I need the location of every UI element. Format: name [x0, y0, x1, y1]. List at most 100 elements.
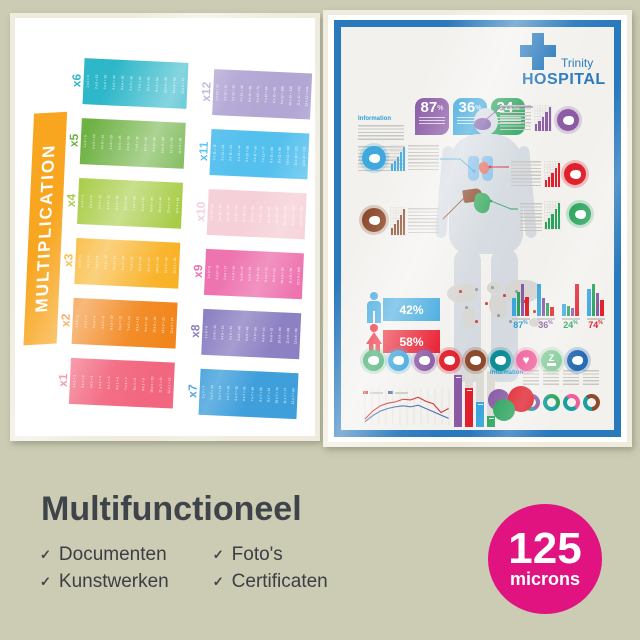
equation: 2 x 7 = 14 — [209, 385, 214, 400]
equation: 11 x 6 = 66 — [172, 77, 177, 94]
medical-cross-icon — [520, 33, 556, 70]
feature-item: ✓ Kunstwerken — [40, 568, 169, 595]
stat-bar-group-label: 74% — [588, 320, 603, 330]
equation: 5 x 7 = 35 — [233, 386, 239, 401]
equation: 10 x 2 = 20 — [152, 316, 157, 333]
equation: 6 x 1 = 6 — [115, 376, 120, 390]
equation: 11 x 7 = 77 — [282, 387, 288, 404]
equation: 6 x 5 = 30 — [126, 136, 131, 151]
tooth-icon — [487, 346, 514, 374]
equation: 10 x 7 = 70 — [274, 387, 280, 404]
equation: 8 x 4 = 32 — [140, 196, 145, 212]
equation: 1 x 1 = 1 — [71, 374, 77, 388]
line-chart-legend — [363, 381, 408, 399]
equation: 5 x 8 = 40 — [236, 326, 241, 341]
equation: 1 x 7 = 7 — [201, 385, 206, 399]
equation: 12 x 2 = 24 — [169, 317, 175, 334]
equation: 7 x 4 = 28 — [132, 196, 137, 211]
equation: 12 x 4 = 48 — [175, 197, 180, 214]
column-chart-bar — [476, 371, 484, 427]
equation: 9 x 12 = 108 — [280, 86, 285, 105]
equation: 9 x 3 = 27 — [146, 257, 151, 272]
equation: 12 x 1 = 12 — [167, 377, 172, 394]
equation: 11 x 11 = 121 — [293, 146, 299, 166]
mult-table-x10: x10 1 x 10 = 10 2 x 10 = 20 3 x 10 = 30 4 x … — [193, 188, 307, 240]
equation: 2 x 5 = 10 — [91, 134, 96, 149]
equation: 10 x 3 = 30 — [155, 256, 160, 273]
equation: 7 x 7 = 49 — [250, 386, 255, 402]
map-dot — [491, 286, 494, 289]
equation: 11 x 5 = 55 — [169, 137, 174, 154]
stat-bar-group: 36% — [535, 282, 556, 330]
equation: 9 x 10 = 90 — [274, 206, 280, 224]
map-dot — [485, 302, 488, 305]
sleep-icon: Z — [538, 346, 565, 374]
equation: 7 x 11 = 77 — [261, 146, 266, 163]
product-headline: Multifunctioneel — [41, 490, 302, 528]
equation: 9 x 6 = 54 — [154, 77, 160, 92]
equation: 7 x 9 = 63 — [255, 267, 260, 282]
mult-table-grid: 1 x 11 = 11 2 x 11 = 22 3 x 11 = 33 4 x 11 … — [209, 129, 310, 180]
heart-icon — [561, 160, 589, 188]
apple-icon — [563, 346, 591, 374]
equation: 4 x 4 = 16 — [106, 195, 111, 210]
donut-chart — [563, 394, 580, 411]
equation: 7 x 8 = 56 — [252, 327, 258, 342]
equation: 10 x 8 = 80 — [277, 327, 282, 344]
stomach-icon — [566, 200, 594, 228]
text-lines-columns — [523, 370, 599, 385]
equation: 5 x 1 = 5 — [106, 376, 111, 389]
equation: 4 x 6 = 24 — [111, 75, 116, 90]
equation: 2 x 8 = 16 — [212, 325, 217, 340]
equation: 8 x 12 = 96 — [271, 86, 277, 103]
equation: 6 x 3 = 18 — [120, 255, 125, 271]
equation: 3 x 9 = 27 — [223, 265, 228, 281]
feature-list: ✓ Documenten ✓ Kunstwerken ✓ Foto's ✓ Ce… — [40, 541, 328, 595]
equation: 8 x 1 = 8 — [132, 377, 137, 391]
equation: 1 x 8 = 8 — [204, 325, 209, 339]
equation: 12 x 3 = 36 — [172, 257, 177, 274]
micron-badge: 125 microns — [488, 504, 602, 614]
equation: 8 x 6 = 48 — [146, 76, 151, 92]
equation: 2 x 6 = 12 — [94, 74, 99, 90]
check-icon: ✓ — [212, 546, 224, 562]
stat-bar-group: 24% — [560, 282, 581, 330]
equation: 5 x 6 = 30 — [120, 75, 125, 91]
equation: 3 x 5 = 15 — [100, 134, 105, 150]
brain-icon — [554, 106, 582, 134]
stat-bar-group: 74% — [585, 282, 606, 330]
equation: 11 x 9 = 99 — [288, 267, 293, 284]
text-lines — [500, 105, 531, 131]
equation: 6 x 12 = 72 — [255, 85, 260, 103]
equation: 4 x 2 = 8 — [100, 315, 105, 329]
equation: 12 x 6 = 72 — [180, 77, 186, 94]
feature-label: Foto's — [231, 543, 283, 565]
stat-badge-value: 36 — [458, 99, 476, 116]
equation: 3 x 8 = 24 — [220, 325, 225, 340]
brain-icon — [410, 346, 438, 374]
mult-group-right: x12 1 x 12 = 12 2 x 12 = 24 3 x 12 = 36 4 x … — [185, 68, 313, 420]
equation: 10 x 9 = 90 — [280, 267, 285, 284]
stat-badge-value: 87 — [420, 99, 438, 116]
equation: 3 x 3 = 9 — [94, 255, 99, 269]
equation: 3 x 11 = 33 — [228, 144, 233, 161]
mini-bar-chart — [534, 105, 552, 132]
equation: 1 x 5 = 5 — [82, 134, 88, 148]
equation: 11 x 10 = 110 — [290, 206, 296, 226]
equation: 3 x 2 = 6 — [92, 315, 97, 329]
stomach-icon — [359, 346, 387, 374]
equation: 5 x 11 = 55 — [244, 145, 250, 162]
equation: 9 x 2 = 18 — [143, 317, 149, 332]
map-dot — [475, 288, 478, 291]
equation: 8 x 2 = 16 — [135, 316, 140, 332]
equation: 1 x 11 = 11 — [212, 144, 217, 161]
equation: 7 x 5 = 35 — [134, 136, 140, 151]
equation: 2 x 10 = 20 — [217, 204, 222, 221]
